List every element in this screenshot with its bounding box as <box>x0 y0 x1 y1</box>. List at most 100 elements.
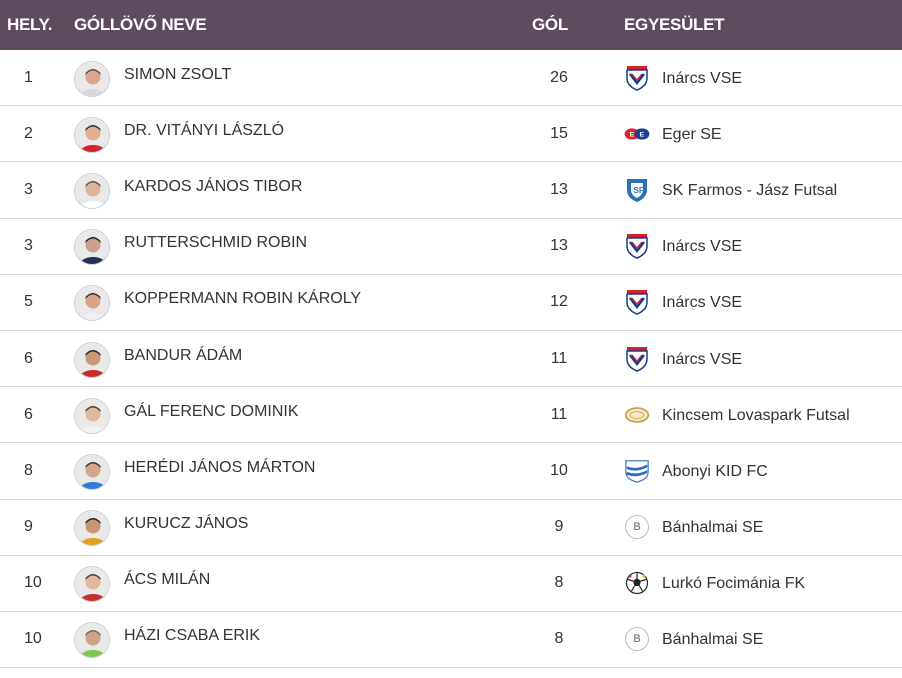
header-rank[interactable]: HELY. <box>7 15 53 34</box>
banhalmai-badge-icon[interactable]: B <box>624 514 650 540</box>
inarcs-crest-icon[interactable] <box>624 289 650 316</box>
rank-cell: 2 <box>24 124 33 142</box>
club-name-link[interactable]: Inárcs VSE <box>662 350 743 368</box>
table-row: 10 ÁCS MILÁN 8 Lurkó Focimánia FK <box>0 556 902 612</box>
club-badge-letter: B <box>625 627 649 652</box>
table-row: 8 HERÉDI JÁNOS MÁRTON 10 Abonyi KID FC <box>0 443 902 500</box>
goals-cell: 8 <box>554 630 564 648</box>
abonyi-crest-icon[interactable] <box>624 458 650 484</box>
player-cell: GÁL FERENC DOMINIK <box>74 396 496 434</box>
club-cell: Kincsem Lovaspark Futsal <box>602 402 902 428</box>
player-avatar[interactable] <box>74 622 110 659</box>
rank-cell: 5 <box>24 293 33 311</box>
player-name-link[interactable]: HERÉDI JÁNOS MÁRTON <box>124 458 316 476</box>
svg-text:E: E <box>630 131 635 138</box>
soccer-ball-icon[interactable] <box>624 570 650 596</box>
player-name-link[interactable]: KOPPERMANN ROBIN KÁROLY <box>124 290 362 308</box>
banhalmai-badge-icon[interactable]: B <box>624 626 650 652</box>
inarcs-crest-icon[interactable] <box>624 233 650 259</box>
player-avatar[interactable] <box>74 172 110 209</box>
player-name-link[interactable]: BANDUR ÁDÁM <box>124 346 243 364</box>
player-avatar[interactable] <box>74 510 110 547</box>
player-avatar[interactable] <box>74 285 110 322</box>
rank-cell: 1 <box>24 68 33 86</box>
player-avatar[interactable] <box>74 566 110 603</box>
player-avatar[interactable] <box>74 60 110 97</box>
player-avatar[interactable] <box>74 397 110 434</box>
player-cell: DR. VITÁNYI LÁSZLÓ <box>74 115 496 153</box>
club-cell: B Bánhalmai SE <box>602 626 902 652</box>
club-name-link[interactable]: Lurkó Focimánia FK <box>662 575 806 593</box>
goals-cell: 8 <box>554 574 564 592</box>
table-row: 9 KURUCZ JÁNOS 9 B Bánhalmai SE <box>0 500 902 556</box>
player-name-link[interactable]: DR. VITÁNYI LÁSZLÓ <box>124 121 285 139</box>
club-name-link[interactable]: Abonyi KID FC <box>662 462 768 480</box>
club-cell: B Bánhalmai SE <box>602 514 902 540</box>
club-cell: Inárcs VSE <box>602 65 902 91</box>
player-name-link[interactable]: SIMON ZSOLT <box>124 65 232 83</box>
inarcs-crest-icon[interactable] <box>624 346 650 372</box>
club-cell: SF SK Farmos - Jász Futsal <box>602 177 902 203</box>
rank-cell: 3 <box>24 180 33 198</box>
svg-text:E: E <box>639 131 644 138</box>
table-body: 1 SIMON ZSOLT 26 Inárcs VSE 2 DR. VITÁNYI LÁS… <box>0 50 902 669</box>
player-name-link[interactable]: GÁL FERENC DOMINIK <box>124 402 299 420</box>
player-name-link[interactable]: KARDOS JÁNOS TIBOR <box>124 177 303 195</box>
header-name[interactable]: GÓLLÖVŐ NEVE <box>74 15 207 34</box>
player-avatar[interactable] <box>74 229 110 266</box>
kincsem-logo-icon[interactable] <box>624 402 650 428</box>
table-row: 3 RUTTERSCHMID ROBIN 13 Inárcs VSE <box>0 219 902 275</box>
table-header: HELY. GÓLLÖVŐ NEVE GÓL EGYESÜLET <box>0 0 902 50</box>
rank-cell: 9 <box>24 518 33 536</box>
table-row: 6 BANDUR ÁDÁM 11 Inárcs VSE <box>0 331 902 388</box>
club-cell: Inárcs VSE <box>602 233 902 259</box>
club-name-link[interactable]: Inárcs VSE <box>662 294 743 312</box>
goals-cell: 11 <box>550 349 568 367</box>
club-name-link[interactable]: Inárcs VSE <box>662 69 743 87</box>
table-row: 2 DR. VITÁNYI LÁSZLÓ 15 E E Eger SE <box>0 106 902 163</box>
club-name-link[interactable]: Bánhalmai SE <box>662 519 764 537</box>
table-row: 5 KOPPERMANN ROBIN KÁROLY 12 Inárcs VSE <box>0 275 902 331</box>
player-avatar[interactable] <box>74 453 110 490</box>
club-cell: E E Eger SE <box>602 121 902 147</box>
player-avatar[interactable] <box>74 116 110 153</box>
player-name-link[interactable]: ÁCS MILÁN <box>124 571 211 589</box>
inarcs-crest-icon[interactable] <box>624 65 650 91</box>
goals-cell: 13 <box>550 180 568 198</box>
table-row: 1 SIMON ZSOLT 26 Inárcs VSE <box>0 50 902 107</box>
player-name-link[interactable]: RUTTERSCHMID ROBIN <box>124 234 308 252</box>
goals-cell: 26 <box>550 68 568 86</box>
club-badge-letter: B <box>625 515 649 540</box>
player-cell: KURUCZ JÁNOS <box>74 508 496 547</box>
header-club[interactable]: EGYESÜLET <box>624 15 725 34</box>
table-row: 6 GÁL FERENC DOMINIK 11 Kincsem Lovaspark F… <box>0 387 902 444</box>
rank-cell: 10 <box>24 574 42 592</box>
club-cell: Inárcs VSE <box>602 289 902 316</box>
rank-cell: 10 <box>24 630 42 648</box>
goals-cell: 10 <box>550 461 568 479</box>
header-goals[interactable]: GÓL <box>532 15 568 34</box>
svg-text:SF: SF <box>634 186 644 195</box>
club-name-link[interactable]: Bánhalmai SE <box>662 631 764 649</box>
club-name-link[interactable]: Inárcs VSE <box>662 238 743 256</box>
player-avatar[interactable] <box>74 341 110 378</box>
rank-cell: 3 <box>24 237 33 255</box>
rank-cell: 6 <box>24 405 33 423</box>
player-cell: BANDUR ÁDÁM <box>74 340 496 378</box>
goals-cell: 11 <box>550 405 568 423</box>
club-cell: Abonyi KID FC <box>602 458 902 484</box>
club-name-link[interactable]: Eger SE <box>662 125 722 143</box>
player-cell: KARDOS JÁNOS TIBOR <box>74 171 496 209</box>
player-name-link[interactable]: HÁZI CSABA ERIK <box>124 627 261 645</box>
club-name-link[interactable]: Kincsem Lovaspark Futsal <box>662 406 850 424</box>
player-name-link[interactable]: KURUCZ JÁNOS <box>124 515 249 533</box>
player-cell: KOPPERMANN ROBIN KÁROLY <box>74 283 496 322</box>
farmos-crest-icon[interactable]: SF <box>624 177 650 203</box>
table-row: 10 HÁZI CSABA ERIK 8 B Bánhalmai SE <box>0 612 902 669</box>
player-cell: RUTTERSCHMID ROBIN <box>74 227 496 266</box>
club-cell: Inárcs VSE <box>602 346 902 372</box>
club-name-link[interactable]: SK Farmos - Jász Futsal <box>662 181 838 199</box>
goals-cell: 12 <box>550 293 568 311</box>
